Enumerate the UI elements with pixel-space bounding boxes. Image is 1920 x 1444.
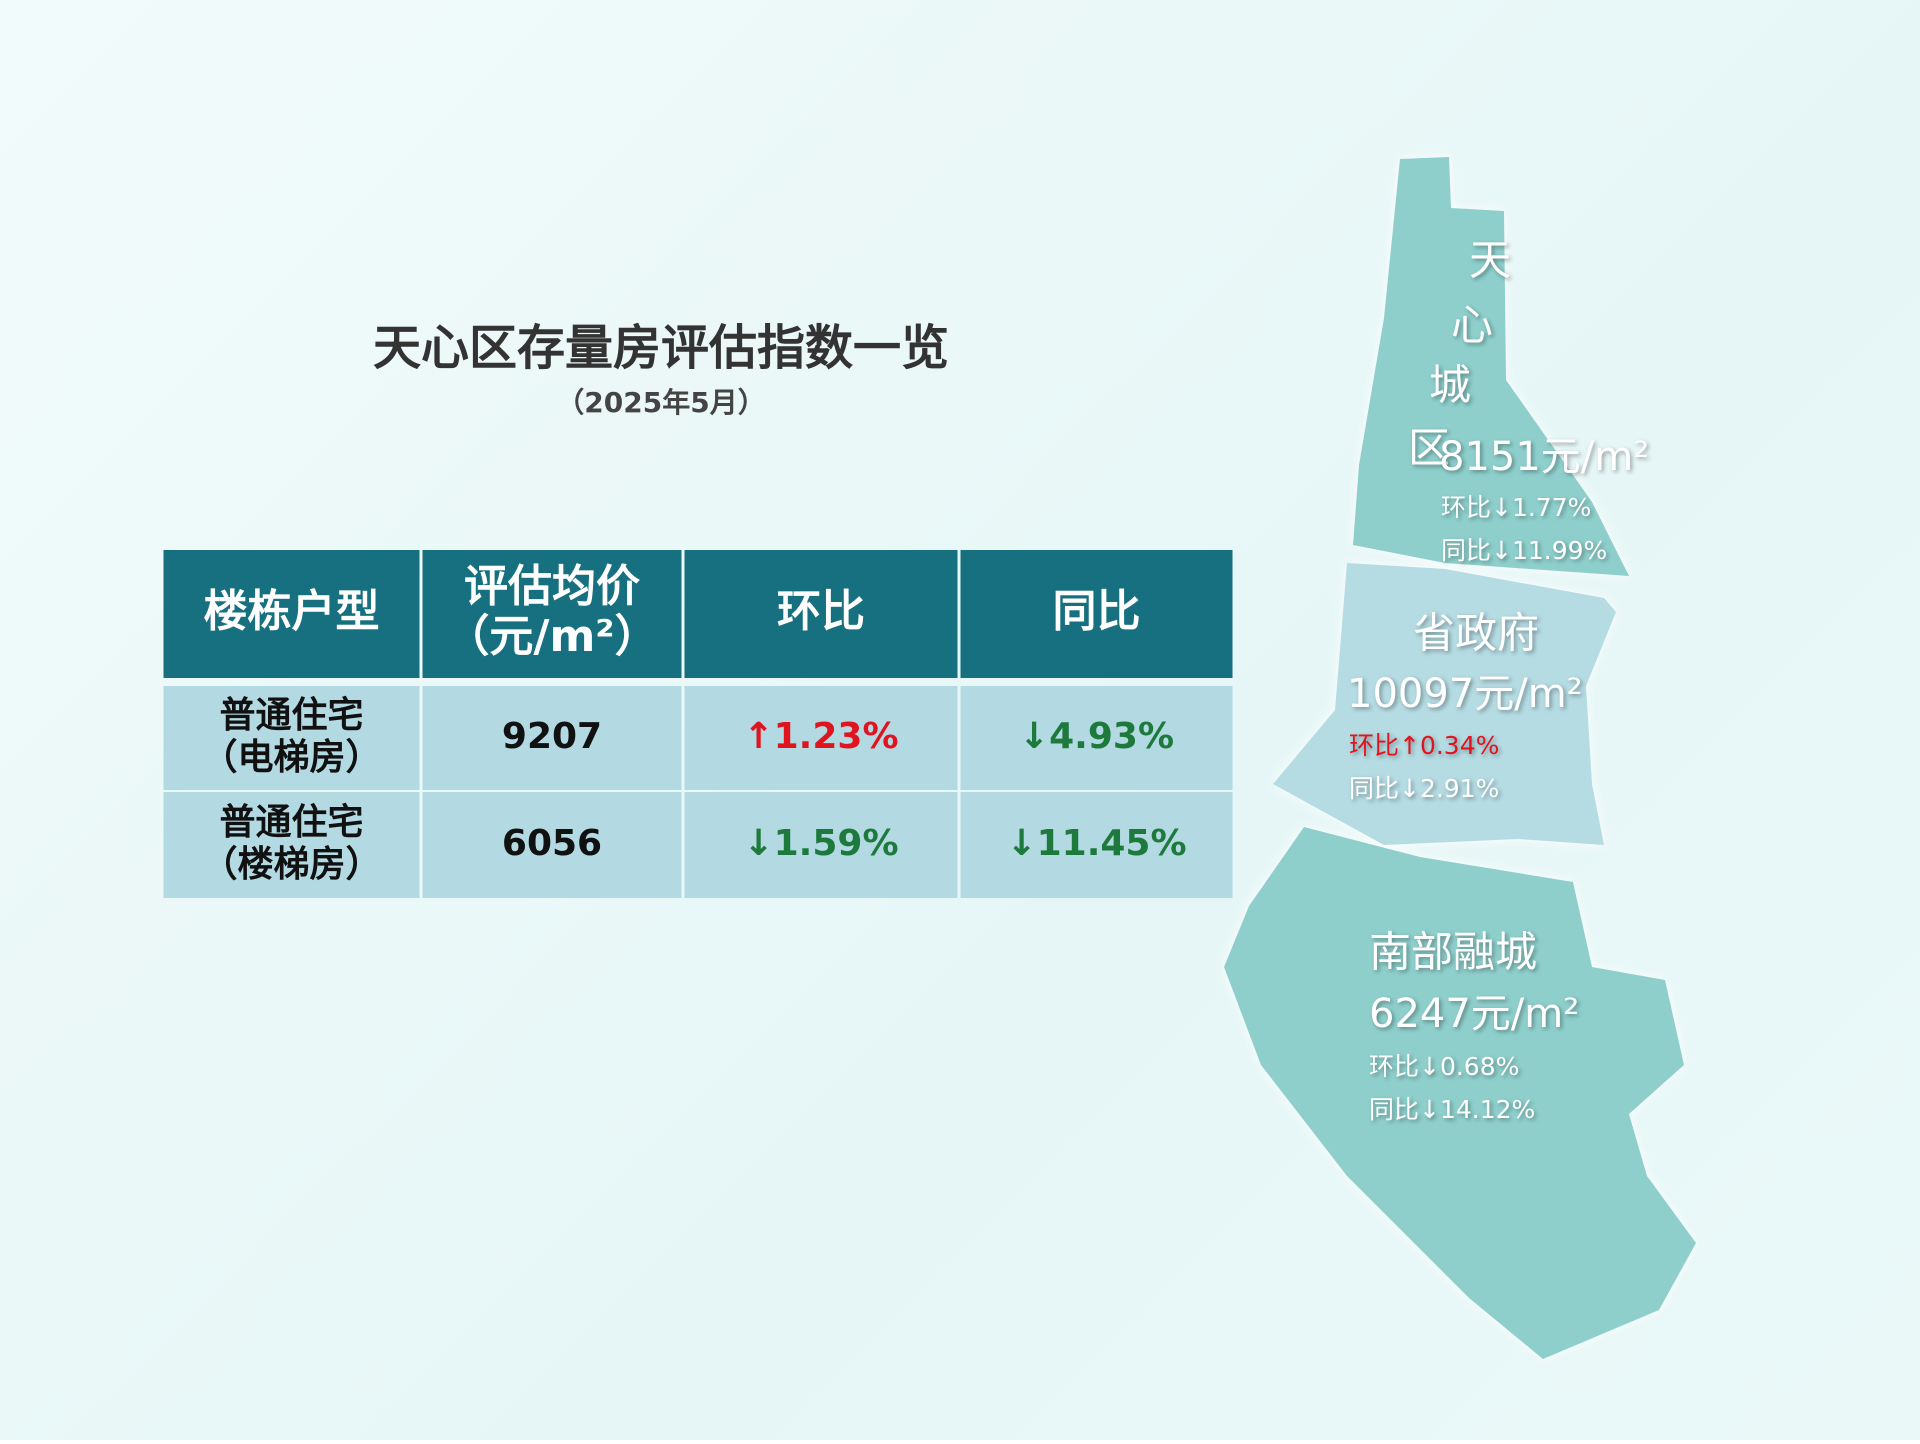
table-cell bbox=[163, 792, 420, 898]
region-price: 8151元/m² bbox=[1439, 434, 1649, 480]
cell-text: （楼梯房） bbox=[201, 844, 381, 885]
header-cell bbox=[163, 550, 420, 678]
cell-text: 普通住宅 bbox=[219, 694, 363, 736]
region-mom: 环比↑0.34% bbox=[1349, 731, 1499, 760]
region-price: 10097元/m² bbox=[1347, 671, 1583, 717]
table-cell bbox=[684, 686, 958, 790]
subtitle: （2025年5月） bbox=[556, 386, 765, 419]
region-yoy: 同比↓11.99% bbox=[1441, 536, 1607, 565]
region-name: 城 bbox=[1429, 361, 1471, 410]
header-text: 评估均价 bbox=[464, 561, 640, 612]
table-cell bbox=[422, 686, 682, 790]
cell-text: 9207 bbox=[502, 716, 602, 757]
region-yoy: 同比↓14.12% bbox=[1369, 1095, 1535, 1124]
region-yoy: 同比↓2.91% bbox=[1349, 774, 1499, 803]
region-mom: 环比↓1.77% bbox=[1441, 493, 1591, 522]
cell-text: （电梯房） bbox=[201, 737, 381, 778]
table-cell bbox=[422, 792, 682, 898]
header-text: 楼栋户型 bbox=[204, 586, 380, 637]
table-cell bbox=[684, 792, 958, 898]
region-shape bbox=[1353, 157, 1629, 576]
cell-text: ↓1.59% bbox=[743, 823, 898, 864]
region-shape bbox=[1273, 563, 1616, 845]
header-text: 环比 bbox=[777, 586, 865, 637]
map bbox=[1224, 157, 1696, 1359]
region-price: 6247元/m² bbox=[1369, 991, 1579, 1037]
cell-text: 6056 bbox=[502, 823, 602, 864]
region-name: 省政府 bbox=[1413, 609, 1539, 658]
region-name: 心 bbox=[1451, 301, 1493, 350]
table-cell bbox=[960, 686, 1233, 790]
cell-text: ↓11.45% bbox=[1006, 823, 1186, 864]
cell-text: 普通住宅 bbox=[219, 801, 363, 843]
region-name: 南部融城 bbox=[1369, 928, 1537, 977]
region-shape bbox=[1224, 827, 1696, 1359]
region-mom: 环比↓0.68% bbox=[1369, 1052, 1519, 1081]
cell-text: ↑1.23% bbox=[743, 716, 898, 757]
cell-text: ↓4.93% bbox=[1019, 716, 1174, 757]
table-cell bbox=[960, 792, 1233, 898]
table-cell bbox=[163, 686, 420, 790]
title: 天心区存量房评估指数一览 bbox=[373, 320, 949, 376]
header-cell bbox=[960, 550, 1233, 678]
region-name: 区 bbox=[1408, 424, 1450, 473]
header-cell bbox=[422, 550, 682, 678]
header-text: （元/m²） bbox=[445, 611, 658, 662]
region-name: 天 bbox=[1469, 236, 1511, 285]
header-cell bbox=[684, 550, 958, 678]
header-text: 同比 bbox=[1053, 586, 1141, 637]
